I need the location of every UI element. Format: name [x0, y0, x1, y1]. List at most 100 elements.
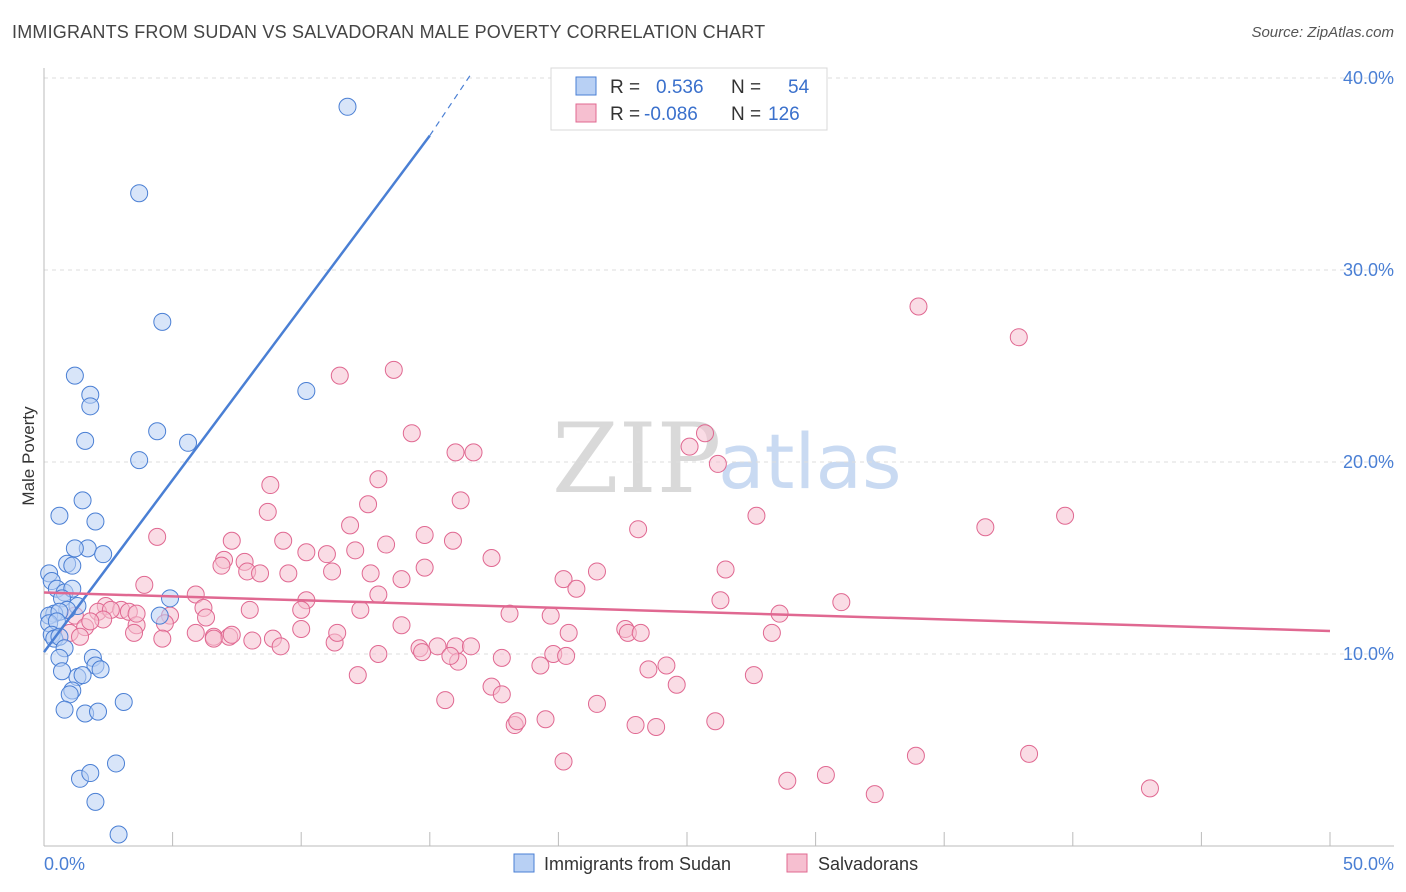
salvadorans-point-39	[587, 562, 606, 581]
sudan-point-16	[65, 539, 84, 558]
salvadorans-point-107	[706, 712, 725, 731]
sudan-point-4	[65, 366, 84, 385]
salvadorans-point-53	[240, 600, 259, 619]
salvadorans-point-17	[976, 518, 995, 537]
x-tick-label-max: 50.0%	[1343, 854, 1394, 874]
sudan-point-53	[107, 754, 126, 773]
salvadorans-point-2	[330, 366, 349, 385]
salvadorans-point-26	[297, 543, 316, 562]
series-sudan-points	[40, 97, 357, 844]
sudan-point-11	[73, 491, 92, 510]
legend: R = 0.536 N = 54 R = -0.086 N = 126	[550, 67, 828, 131]
sudan-point-3	[297, 381, 316, 400]
salvadorans-point-101	[587, 694, 606, 713]
salvadorans-point-69	[292, 620, 311, 639]
salvadorans-point-103	[204, 629, 223, 648]
salvadorans-point-18	[341, 516, 360, 535]
salvadorans-point-77	[559, 623, 578, 642]
x-axis-ticks	[43, 832, 1331, 846]
trend-line-sudan-extension	[429, 73, 472, 136]
salvadorans-point-44	[369, 585, 388, 604]
salvadorans-point-111	[778, 771, 797, 790]
salvadorans-point-124	[657, 656, 676, 675]
y-axis-tick-labels: 10.0% 20.0% 30.0% 40.0%	[1343, 68, 1394, 664]
salvadorans-point-91	[369, 645, 388, 663]
salvadorans-point-11	[261, 476, 280, 495]
trend-lines	[42, 73, 1331, 653]
salvadorans-point-5	[696, 424, 715, 443]
bottom-legend-swatch-blue	[513, 853, 535, 873]
sudan-point-55	[109, 825, 128, 844]
salvadorans-point-49	[832, 593, 851, 612]
salvadorans-point-45	[567, 579, 586, 598]
sudan-point-31	[150, 606, 169, 625]
sudan-point-12	[50, 506, 69, 525]
salvadorans-point-75	[186, 623, 205, 642]
salvadorans-point-35	[279, 564, 298, 583]
y-tick-label-20: 20.0%	[1343, 452, 1394, 472]
salvadorans-point-70	[392, 616, 411, 635]
salvadorans-point-23	[377, 535, 396, 554]
salvadorans-point-1	[1009, 328, 1028, 347]
salvadorans-point-93	[531, 656, 550, 675]
salvadorans-point-19	[629, 520, 648, 539]
salvadorans-point-79	[631, 623, 650, 642]
sudan-point-6	[81, 397, 100, 416]
legend-swatch-blue	[575, 76, 597, 96]
sudan-point-52	[81, 764, 100, 783]
legend-n-value-1: 54	[788, 77, 810, 98]
legend-swatch-pink	[575, 103, 597, 123]
bottom-legend: Immigrants from Sudan Salvadorans	[513, 853, 918, 874]
sudan-point-7	[148, 422, 167, 441]
salvadorans-point-94	[639, 660, 658, 679]
salvadorans-point-29	[482, 549, 501, 567]
salvadorans-point-118	[271, 637, 290, 656]
salvadorans-point-34	[251, 564, 270, 583]
salvadorans-point-105	[508, 712, 527, 731]
sudan-point-8	[76, 431, 95, 450]
sudan-point-1	[130, 184, 149, 203]
sudan-point-44	[73, 666, 92, 685]
sudan-point-40	[91, 660, 110, 679]
sudan-point-47	[114, 693, 133, 711]
salvadorans-point-80	[762, 623, 781, 642]
bottom-legend-swatch-pink	[786, 853, 808, 873]
salvadorans-point-85	[428, 637, 447, 656]
salvadorans-point-20	[415, 525, 434, 544]
salvadorans-point-97	[492, 648, 511, 667]
salvadorans-point-108	[626, 716, 645, 735]
salvadorans-point-113	[906, 746, 925, 765]
x-tick-label-min: 0.0%	[44, 854, 85, 874]
salvadorans-point-14	[258, 502, 277, 521]
salvadorans-point-56	[500, 604, 519, 623]
salvadorans-point-106	[536, 710, 555, 729]
salvadorans-point-81	[153, 629, 172, 648]
salvadorans-point-100	[492, 685, 511, 704]
sudan-point-46	[60, 685, 79, 704]
legend-box	[550, 67, 828, 131]
sudan-point-48	[55, 700, 74, 719]
salvadorans-point-24	[274, 531, 293, 550]
y-tick-label-40: 40.0%	[1343, 68, 1394, 88]
series-salvadorans-points	[60, 297, 1159, 804]
salvadorans-point-109	[647, 717, 666, 736]
axes	[43, 68, 1394, 847]
salvadorans-point-125	[222, 625, 241, 644]
salvadorans-point-57	[541, 606, 560, 625]
watermark-zip: ZIP	[552, 403, 721, 515]
watermark-atlas: atlas	[718, 417, 902, 506]
legend-n-label-2: N =	[731, 104, 761, 125]
salvadorans-point-117	[441, 646, 460, 665]
salvadorans-point-21	[148, 527, 167, 546]
sudan-point-10	[130, 451, 149, 470]
salvadorans-point-22	[443, 531, 462, 550]
salvadorans-point-28	[346, 541, 365, 560]
salvadorans-point-46	[186, 585, 205, 604]
salvadorans-point-110	[554, 752, 573, 771]
sudan-point-9	[179, 433, 198, 452]
sudan-point-15	[94, 545, 113, 564]
salvadorans-point-122	[243, 631, 262, 650]
salvadorans-point-119	[348, 666, 367, 685]
salvadorans-point-7	[446, 443, 465, 462]
